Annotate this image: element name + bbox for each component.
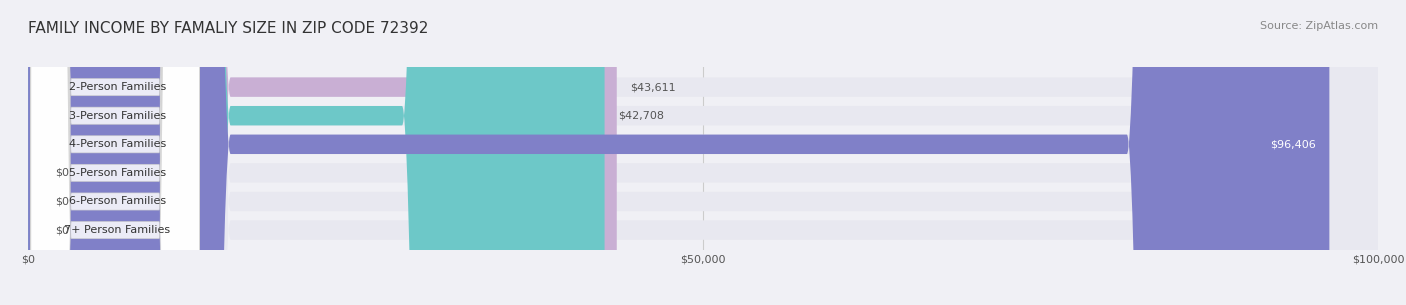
Text: $0: $0 — [55, 196, 69, 206]
FancyBboxPatch shape — [28, 0, 1378, 305]
FancyBboxPatch shape — [28, 0, 1378, 305]
Text: 3-Person Families: 3-Person Families — [69, 111, 166, 121]
Text: $0: $0 — [55, 225, 69, 235]
FancyBboxPatch shape — [28, 0, 1378, 305]
FancyBboxPatch shape — [31, 0, 200, 305]
FancyBboxPatch shape — [28, 0, 1378, 305]
FancyBboxPatch shape — [31, 0, 200, 305]
Text: 5-Person Families: 5-Person Families — [69, 168, 166, 178]
FancyBboxPatch shape — [28, 0, 1378, 305]
Text: $42,708: $42,708 — [619, 111, 664, 121]
FancyBboxPatch shape — [31, 0, 200, 305]
Text: Source: ZipAtlas.com: Source: ZipAtlas.com — [1260, 21, 1378, 31]
Text: 6-Person Families: 6-Person Families — [69, 196, 166, 206]
FancyBboxPatch shape — [31, 0, 200, 305]
Text: $0: $0 — [55, 168, 69, 178]
FancyBboxPatch shape — [28, 0, 617, 305]
FancyBboxPatch shape — [31, 0, 200, 305]
FancyBboxPatch shape — [28, 0, 1378, 305]
FancyBboxPatch shape — [31, 0, 200, 305]
Text: 7+ Person Families: 7+ Person Families — [65, 225, 170, 235]
Text: 2-Person Families: 2-Person Families — [69, 82, 166, 92]
Text: FAMILY INCOME BY FAMALIY SIZE IN ZIP CODE 72392: FAMILY INCOME BY FAMALIY SIZE IN ZIP COD… — [28, 21, 429, 36]
Text: $43,611: $43,611 — [630, 82, 676, 92]
Text: 4-Person Families: 4-Person Families — [69, 139, 166, 149]
FancyBboxPatch shape — [28, 0, 1329, 305]
FancyBboxPatch shape — [28, 0, 605, 305]
Text: $96,406: $96,406 — [1270, 139, 1316, 149]
